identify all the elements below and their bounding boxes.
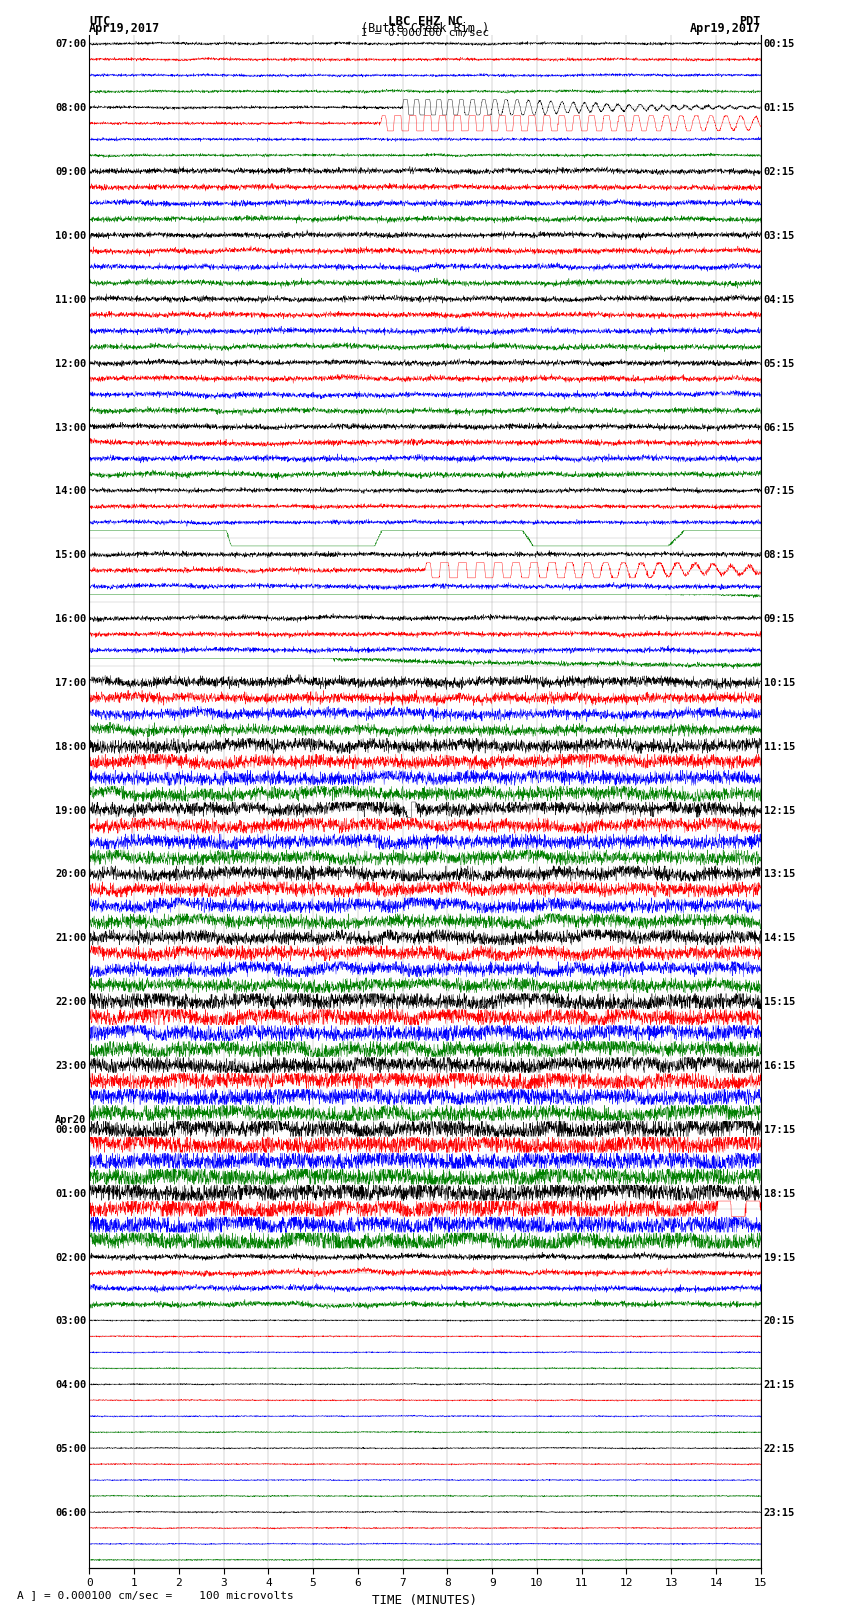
Text: I = 0.000100 cm/sec: I = 0.000100 cm/sec xyxy=(361,27,489,37)
Text: LBC EHZ NC: LBC EHZ NC xyxy=(388,16,462,29)
Text: Apr19,2017: Apr19,2017 xyxy=(89,23,161,35)
Text: PDT: PDT xyxy=(740,16,761,29)
Text: UTC: UTC xyxy=(89,16,110,29)
Text: Apr19,2017: Apr19,2017 xyxy=(689,23,761,35)
Text: A ] = 0.000100 cm/sec =    100 microvolts: A ] = 0.000100 cm/sec = 100 microvolts xyxy=(17,1590,294,1600)
X-axis label: TIME (MINUTES): TIME (MINUTES) xyxy=(372,1594,478,1607)
Text: (Butte Creek Rim ): (Butte Creek Rim ) xyxy=(361,23,489,35)
